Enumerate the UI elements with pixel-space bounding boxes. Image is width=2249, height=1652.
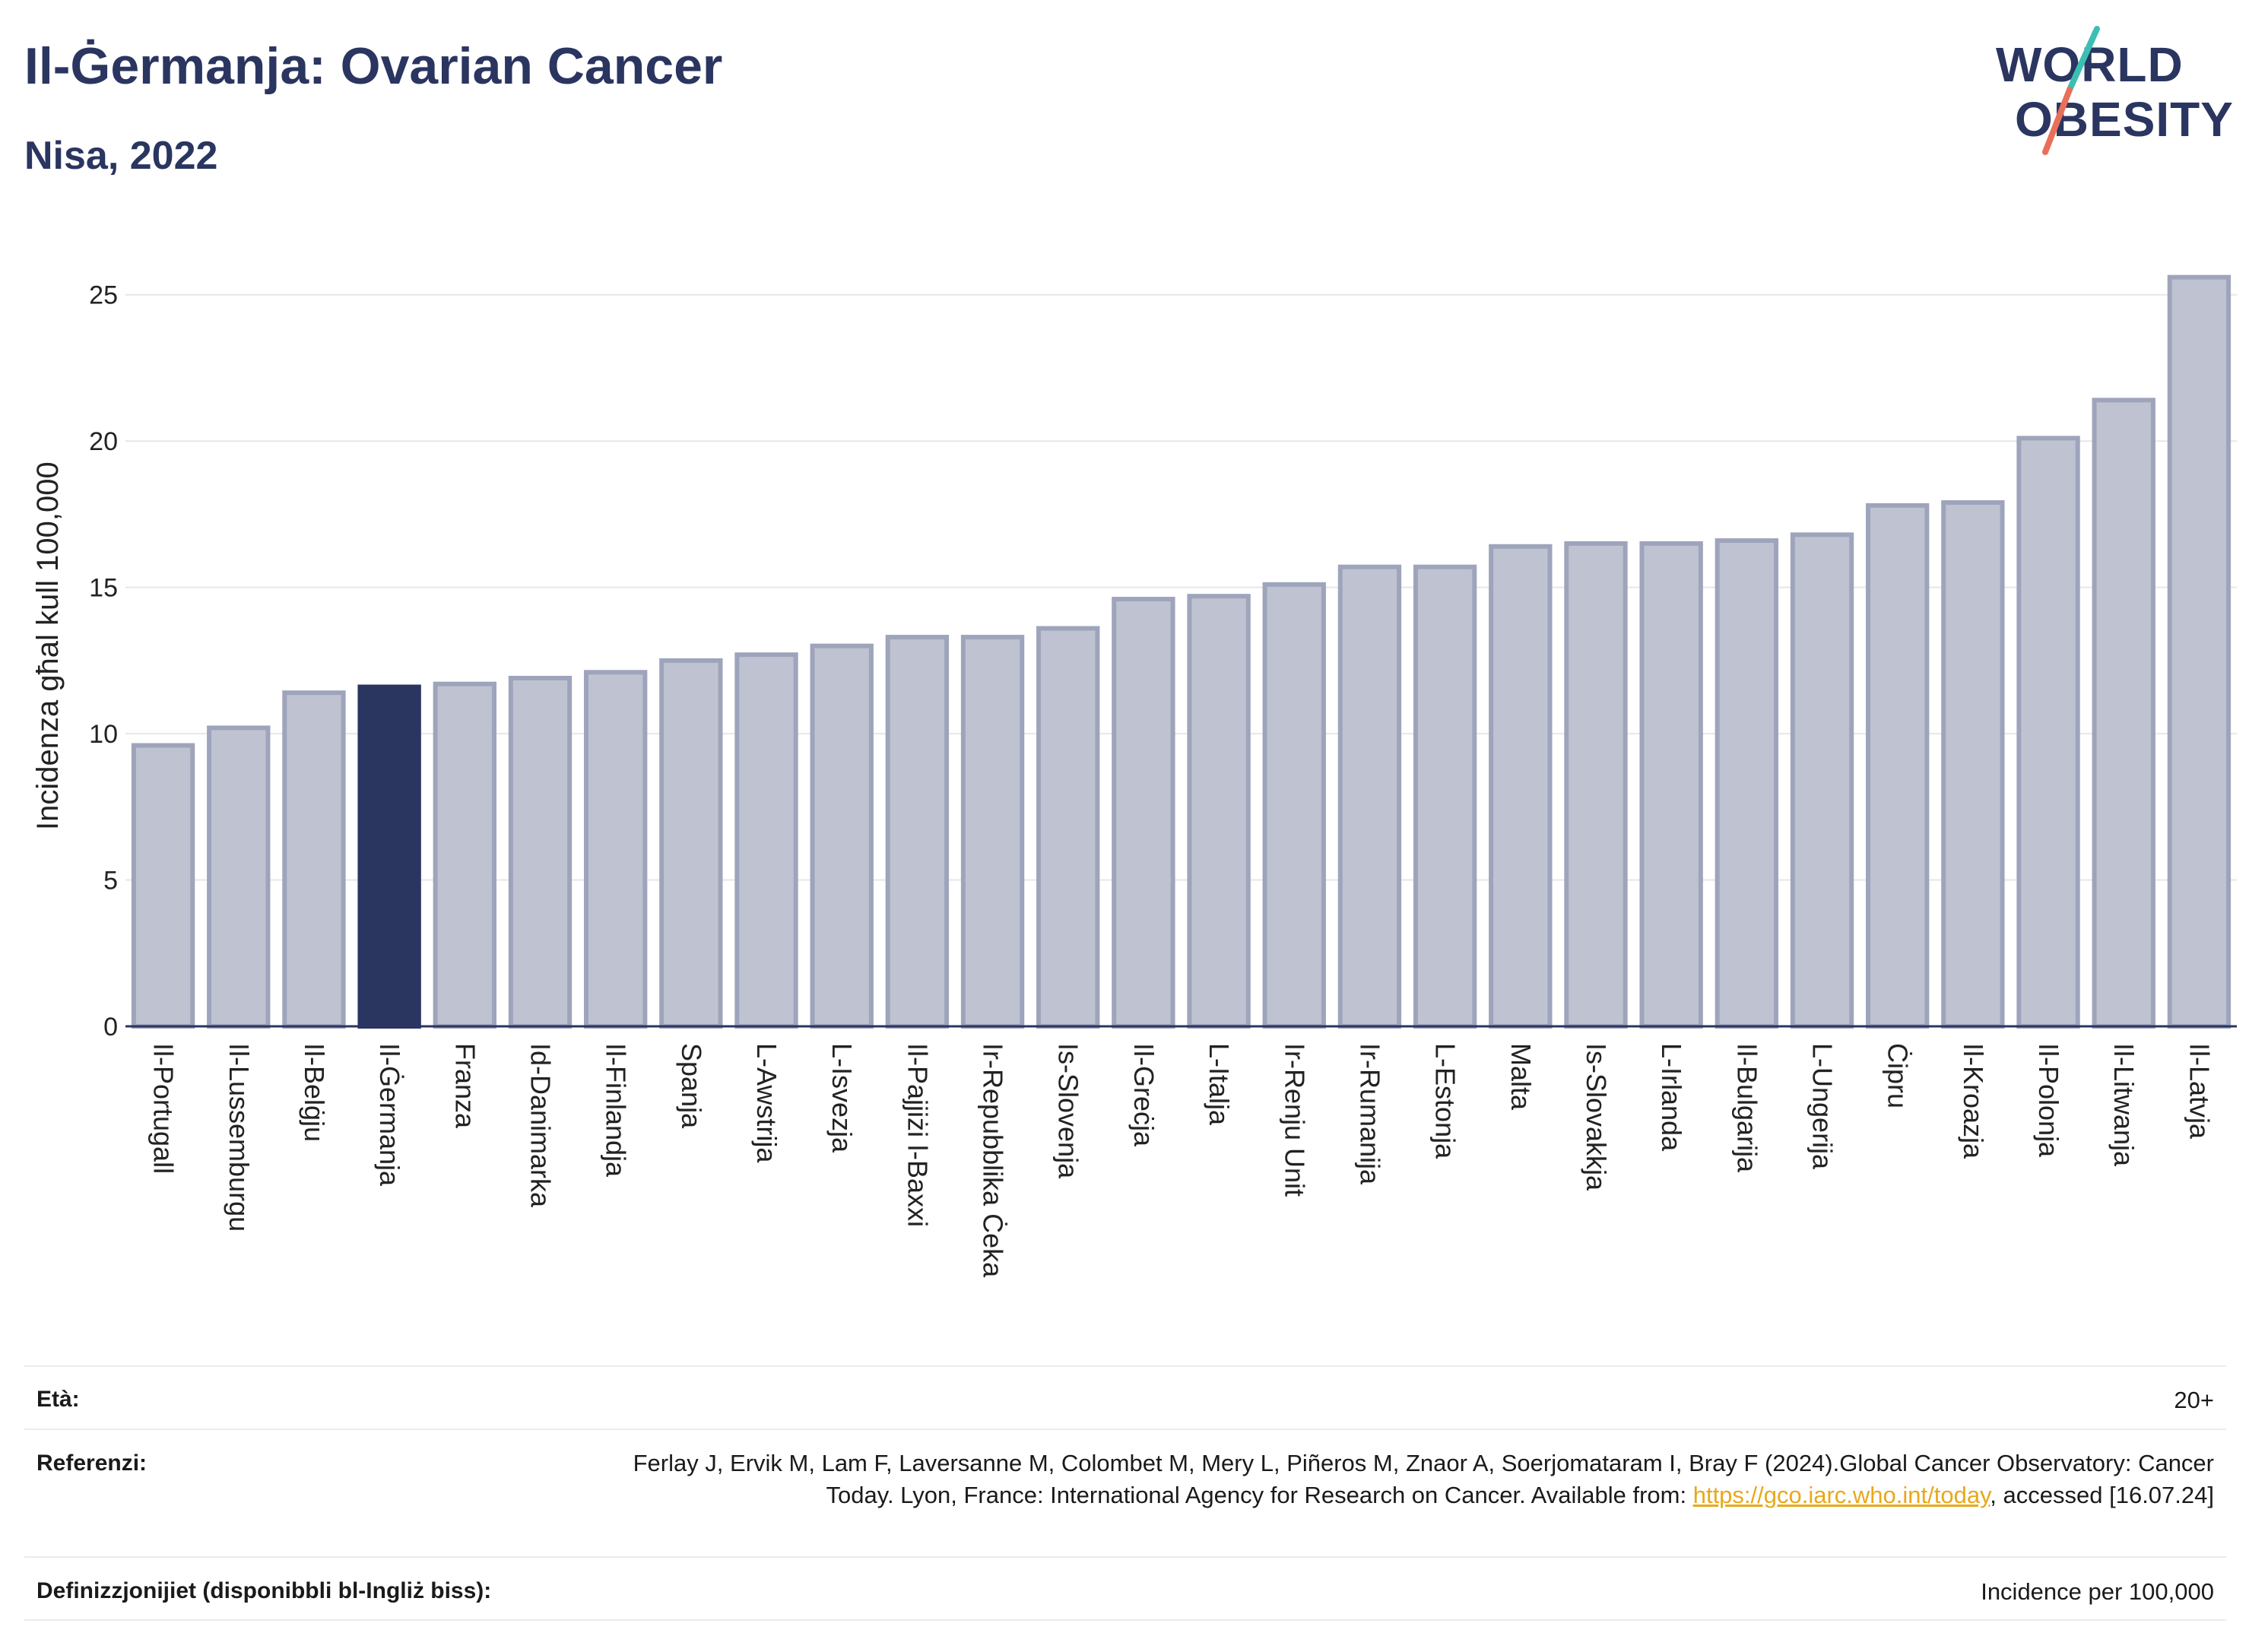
divider <box>24 1365 2226 1367</box>
bar-0 <box>131 743 195 1029</box>
bar-27 <box>2167 274 2232 1029</box>
x-tick-label: Il-Polonja <box>2033 1043 2064 1158</box>
x-tick-label: L-Italja <box>1204 1043 1235 1126</box>
x-tick-label: Il-Latvja <box>2184 1043 2215 1140</box>
y-tick-label: 5 <box>103 867 118 896</box>
x-tick-label: Il-Ġermanja <box>374 1043 405 1187</box>
definitions-row: Definizzjonijiet (disponibbli bl-Ingliż … <box>24 1574 2226 1609</box>
divider <box>24 1619 2226 1621</box>
x-tick-label: Il-Belġju <box>299 1043 330 1142</box>
bar-3 <box>357 684 421 1029</box>
chart-title: Il-Ġermanja: Ovarian Cancer <box>24 37 723 95</box>
y-tick-label: 0 <box>103 1013 118 1042</box>
x-tick-label: Ċipru <box>1883 1043 1914 1108</box>
x-tick-label: L-Isvezja <box>826 1043 858 1153</box>
x-tick-label: Ir-Repubblika Ċeka <box>978 1043 1009 1278</box>
reference-text-end: , accessed [16.07.24] <box>1990 1482 2214 1508</box>
world-obesity-logo: WORLD OBESITY <box>1984 23 2235 160</box>
y-tick-label: 15 <box>89 574 118 603</box>
y-tick-label: 20 <box>89 427 118 456</box>
bar-9 <box>810 643 874 1029</box>
x-tick-label: Il-Bulgarija <box>1731 1043 1762 1173</box>
bar-25 <box>2016 436 2080 1029</box>
bar-6 <box>583 670 648 1029</box>
bar-16 <box>1337 564 1402 1029</box>
definitions-label: Definizzjonijiet (disponibbli bl-Ingliż … <box>36 1578 492 1603</box>
x-tick-label: L-Irlanda <box>1656 1043 1687 1152</box>
logo-slash-icon <box>2042 26 2100 155</box>
bar-13 <box>1112 597 1175 1029</box>
x-tick-label: Il-Greċja <box>1128 1043 1159 1147</box>
reference-label: Referenzi: <box>36 1451 148 1476</box>
bar-2 <box>282 690 346 1029</box>
bar-7 <box>659 658 723 1029</box>
divider <box>24 1428 2226 1430</box>
x-tick-label: Il-Lussemburgu <box>224 1043 255 1232</box>
x-tick-label: Il-Finlandja <box>601 1043 632 1178</box>
bar-5 <box>508 675 573 1029</box>
x-tick-label: Il-Portugall <box>148 1043 179 1174</box>
bar-17 <box>1413 564 1477 1029</box>
y-axis-label: Incidenza għal kull 100,000 <box>31 461 65 830</box>
x-tick-label: Is-Slovenja <box>1053 1043 1084 1179</box>
x-tick-label: L-Awstrija <box>751 1043 782 1163</box>
bar-26 <box>2092 398 2155 1029</box>
chart-subtitle: Nisa, 2022 <box>24 134 218 178</box>
age-label: Età: <box>36 1387 80 1412</box>
reference-text: Ferlay J, Ervik M, Lam F, Laversanne M, … <box>617 1447 2214 1511</box>
bar-11 <box>960 635 1025 1029</box>
bar-15 <box>1262 582 1326 1029</box>
bar-1 <box>207 725 271 1029</box>
bar-chart: 0 5 10 15 20 25 Incidenza għal kull 100,000 Il-… <box>31 274 2237 1278</box>
reference-text-start: Ferlay J, Ervik M, Lam F, Laversanne M, … <box>633 1450 2214 1508</box>
x-tick-label: L-Ungerija <box>1807 1043 1838 1170</box>
bar-20 <box>1639 541 1703 1029</box>
x-tick-label: Franza <box>449 1043 481 1129</box>
bar-14 <box>1187 594 1251 1029</box>
reference-row: Referenzi: Ferlay J, Ervik M, Lam F, Lav… <box>24 1444 2226 1558</box>
age-value: 20+ <box>2174 1387 2214 1413</box>
divider <box>24 1556 2226 1558</box>
x-tick-label: Il-Litwanja <box>2108 1043 2140 1167</box>
x-tick-label: L-Estonja <box>1430 1043 1461 1159</box>
bar-21 <box>1715 538 1779 1029</box>
x-tick-label: Id-Danimarka <box>525 1043 556 1208</box>
bar-22 <box>1790 532 1854 1029</box>
bar-10 <box>885 635 950 1029</box>
bar-24 <box>1941 500 2005 1029</box>
x-tick-label: Ir-Rumanija <box>1354 1043 1385 1185</box>
y-tick-label: 10 <box>89 720 118 749</box>
x-tick-label: Il-Pajjiżi l-Baxxi <box>902 1043 933 1227</box>
definitions-value: Incidence per 100,000 <box>1981 1578 2214 1605</box>
x-tick-label: Ir-Renju Unit <box>1279 1043 1310 1197</box>
bar-12 <box>1036 626 1100 1029</box>
bar-23 <box>1866 503 1930 1029</box>
bar-8 <box>734 652 798 1029</box>
x-tick-label: Is-Slovakkja <box>1581 1043 1612 1191</box>
x-tick-label: Il-Kroazja <box>1958 1043 1989 1159</box>
reference-link[interactable]: https://gco.iarc.who.int/today <box>1692 1482 1990 1508</box>
bar-19 <box>1564 541 1628 1029</box>
x-tick-label: Spanja <box>676 1043 707 1129</box>
bar-18 <box>1489 544 1553 1029</box>
y-tick-label: 25 <box>89 281 118 310</box>
bar-4 <box>433 681 496 1029</box>
x-tick-label: Malta <box>1505 1043 1537 1111</box>
age-row: Età: 20+ <box>24 1384 2226 1419</box>
